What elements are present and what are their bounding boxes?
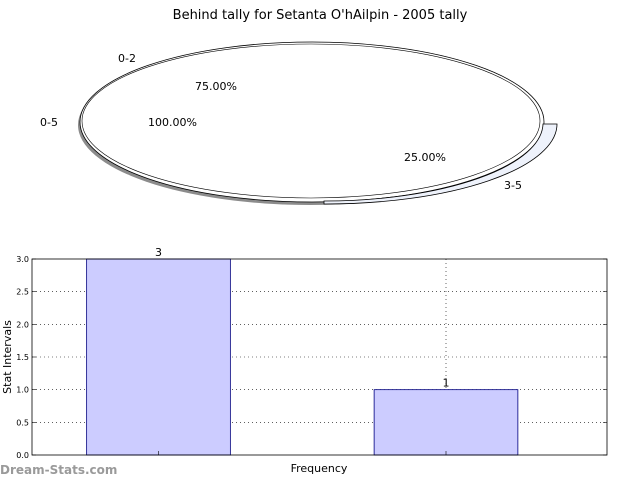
pie-percent-75: 75.00% [195, 80, 237, 93]
chart-title: Behind tally for Setanta O'hAilpin - 200… [173, 8, 468, 23]
bar-y-tick-label: 0.0 [16, 451, 29, 460]
bar-y-tick-label: 2.0 [16, 320, 29, 329]
watermark: Dream-Stats.com [0, 463, 117, 477]
bar-x-axis-label: Frequency [291, 462, 348, 475]
pie-percent-25: 25.00% [404, 151, 446, 164]
bar-y-tick-label: 3.0 [16, 255, 29, 264]
bar [87, 259, 231, 455]
bar [374, 390, 518, 455]
bar-y-tick-label: 0.5 [16, 418, 29, 427]
bar-y-tick-label: 1.5 [16, 353, 29, 362]
bar-series [87, 259, 518, 455]
bar-y-tick-label: 2.5 [16, 288, 29, 297]
pie-label-3-5: 3-5 [504, 179, 522, 192]
bar-value-label: 3 [155, 246, 162, 259]
bar-y-axis-label: Stat Intervals [1, 320, 14, 394]
pie-label-0-2: 0-2 [118, 52, 136, 65]
pie-label-0-5: 0-5 [40, 116, 58, 129]
pie-percent-100: 100.00% [148, 116, 197, 129]
bar-y-tick-label: 1.0 [16, 386, 29, 395]
bar-value-label: 1 [443, 377, 450, 390]
